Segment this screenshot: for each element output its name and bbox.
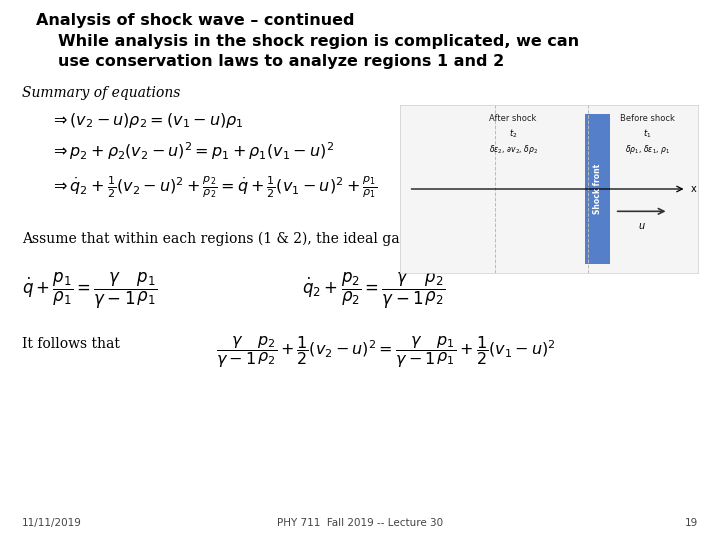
Text: $\dot{q}_2 + \dfrac{p_2}{\rho_2} = \dfrac{\gamma}{\gamma - 1}\dfrac{p_2}{\rho_2}: $\dot{q}_2 + \dfrac{p_2}{\rho_2} = \dfra… (302, 271, 446, 311)
Text: Analysis of shock wave – continued: Analysis of shock wave – continued (36, 14, 354, 29)
Text: 11/11/2019: 11/11/2019 (22, 518, 81, 528)
Text: $\delta\varepsilon_2,\,\partial v_2,\,\delta\rho_2$: $\delta\varepsilon_2,\,\partial v_2,\,\d… (489, 143, 538, 156)
Text: $\dfrac{\gamma}{\gamma - 1}\dfrac{p_2}{\rho_2} + \dfrac{1}{2}(v_2 - u)^2 = \dfra: $\dfrac{\gamma}{\gamma - 1}\dfrac{p_2}{\… (216, 334, 556, 370)
Text: Assume that within each regions (1 & 2), the ideal gas equations apply: Assume that within each regions (1 & 2),… (22, 231, 523, 246)
Text: $t_1$: $t_1$ (644, 127, 652, 140)
Text: $\dot{q} + \dfrac{p_1}{\rho_1} = \dfrac{\gamma}{\gamma - 1}\dfrac{p_1}{\rho_1}$: $\dot{q} + \dfrac{p_1}{\rho_1} = \dfrac{… (22, 271, 157, 311)
Text: While analysis in the shock region is complicated, we can: While analysis in the shock region is co… (58, 34, 579, 49)
Text: $u$: $u$ (638, 221, 646, 231)
Text: $\Rightarrow (v_2 - u)\rho_2 = (v_1 - u)\rho_1$: $\Rightarrow (v_2 - u)\rho_2 = (v_1 - u)… (50, 111, 244, 130)
Text: x: x (691, 184, 697, 194)
Text: It follows that: It follows that (22, 338, 120, 352)
Text: $t_2$: $t_2$ (509, 127, 518, 140)
Text: PHY 711  Fall 2019 -- Lecture 30: PHY 711 Fall 2019 -- Lecture 30 (277, 518, 443, 528)
Text: Before shock: Before shock (620, 114, 675, 123)
Text: Summary of equations: Summary of equations (22, 86, 180, 100)
Text: 19: 19 (685, 518, 698, 528)
Text: Shock front: Shock front (593, 164, 602, 214)
Text: $\Rightarrow \dot{q}_2 + \frac{1}{2}(v_2 - u)^2 + \frac{p_2}{\rho_2} = \dot{q} +: $\Rightarrow \dot{q}_2 + \frac{1}{2}(v_2… (50, 174, 377, 200)
Text: $\Rightarrow p_2 + \rho_2(v_2 - u)^2 = p_1 + \rho_1(v_1 - u)^2$: $\Rightarrow p_2 + \rho_2(v_2 - u)^2 = p… (50, 140, 334, 162)
Text: use conservation laws to analyze regions 1 and 2: use conservation laws to analyze regions… (58, 54, 504, 69)
Text: $\delta\rho_1,\,\delta\varepsilon_1,\,\rho_1$: $\delta\rho_1,\,\delta\varepsilon_1,\,\r… (625, 143, 670, 156)
Text: After shock: After shock (490, 114, 537, 123)
Bar (585, 113, 611, 264)
